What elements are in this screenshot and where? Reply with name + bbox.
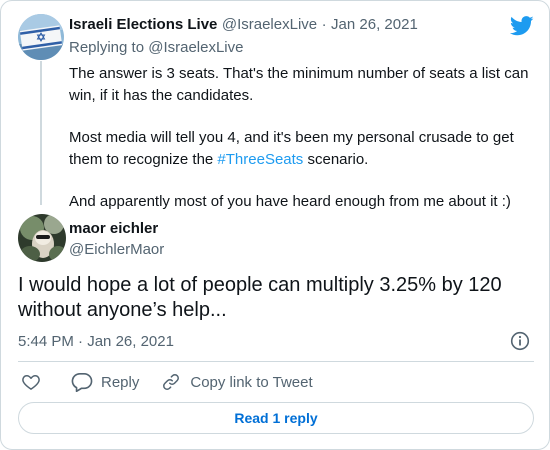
main-display-name[interactable]: maor eichler [69, 220, 159, 237]
paragraph-2-after: scenario. [303, 151, 369, 168]
copy-link-button[interactable]: Copy link to Tweet [161, 372, 313, 392]
parent-tweet-header: Israeli Elections Live @IsraelexLive · J… [69, 16, 418, 34]
main-tweet-text: I would hope a lot of people can multipl… [18, 274, 502, 321]
replying-to-prefix: Replying to [69, 39, 149, 56]
tweet-date[interactable]: Jan 26, 2021 [87, 333, 174, 350]
like-button[interactable] [21, 372, 41, 392]
parent-paragraph-3: And apparently most of you have heard en… [69, 193, 511, 210]
replying-to-line: Replying to @IsraelexLive [69, 39, 244, 56]
link-icon [163, 374, 180, 390]
tweet-timestamp[interactable]: 5:44 PM · Jan 26, 2021 [18, 333, 174, 350]
parent-paragraph-1: The answer is 3 seats. That's the minimu… [69, 65, 529, 104]
read-replies-button[interactable]: Read 1 reply [18, 402, 534, 434]
tweet-time[interactable]: 5:44 PM [18, 333, 74, 350]
reply-button[interactable]: Reply [71, 372, 139, 392]
parent-separator: · [321, 16, 327, 33]
info-icon[interactable] [510, 331, 530, 356]
divider [18, 361, 534, 362]
reply-bubble-icon [71, 372, 93, 392]
timestamp-separator: · [78, 333, 84, 350]
hashtag-link[interactable]: #ThreeSeats [217, 151, 304, 168]
heart-icon [22, 375, 40, 390]
israeli-elections-avatar[interactable] [18, 14, 64, 60]
replying-to-handle[interactable]: @IsraelexLive [148, 39, 244, 56]
parent-display-name[interactable]: Israeli Elections Live [69, 16, 218, 33]
maor-eichler-avatar[interactable] [18, 214, 66, 262]
parent-paragraph-2: Most media will tell you 4, and it's bee… [69, 127, 539, 171]
thread-connector-line [40, 61, 42, 205]
copy-link-label: Copy link to Tweet [190, 373, 313, 391]
parent-handle[interactable]: @IsraelexLive [221, 16, 318, 33]
parent-date[interactable]: Jan 26, 2021 [331, 16, 418, 33]
action-bar: Reply Copy link to Tweet [21, 372, 313, 392]
parent-tweet-text: The answer is 3 seats. That's the minimu… [69, 63, 539, 233]
twitter-bird-icon[interactable] [509, 16, 534, 41]
reply-label: Reply [101, 373, 140, 391]
paragraph-2-before: Most media will tell you 4, and it's bee… [69, 129, 514, 168]
main-handle[interactable]: @EichlerMaor [69, 241, 165, 258]
